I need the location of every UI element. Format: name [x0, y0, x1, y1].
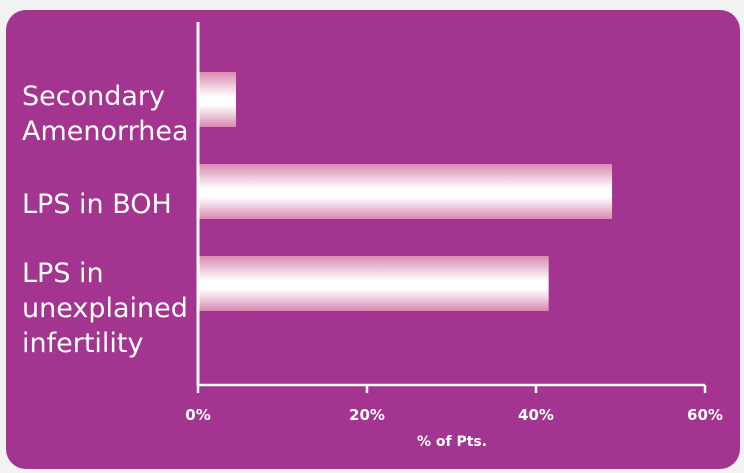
category-label-line: LPS in BOH — [22, 189, 172, 220]
category-label-line: LPS in — [22, 258, 104, 289]
category-label-1: Secondary Amenorrhea — [22, 81, 189, 147]
category-label-line: infertility — [22, 328, 144, 359]
bar-2 — [198, 164, 613, 219]
category-label-line: unexplained — [22, 293, 188, 324]
bar-1 — [198, 72, 237, 127]
category-label-line: Amenorrhea — [22, 116, 189, 147]
chart-panel — [6, 10, 740, 469]
category-label-2: LPS in BOH — [22, 189, 172, 220]
bar-3 — [198, 256, 549, 311]
x-tick-label: 0% — [185, 406, 210, 424]
x-tick-label: 40% — [518, 406, 554, 424]
x-tick-label: 20% — [349, 406, 385, 424]
x-axis-title: % of Pts. — [417, 434, 487, 450]
x-tick-label: 60% — [687, 406, 723, 424]
category-label-3: LPS in unexplained infertility — [22, 258, 188, 359]
category-label-line: Secondary — [22, 81, 165, 112]
